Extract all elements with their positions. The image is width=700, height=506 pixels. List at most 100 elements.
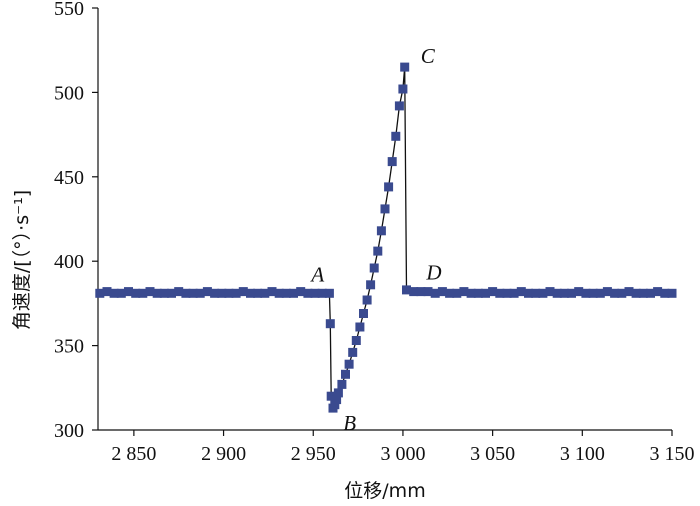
data-point xyxy=(631,288,641,298)
data-point xyxy=(398,84,408,94)
data-point xyxy=(95,288,105,298)
data-point xyxy=(545,287,555,297)
data-point xyxy=(159,288,169,298)
data-point xyxy=(167,288,176,298)
data-point xyxy=(400,62,410,72)
data-point xyxy=(437,287,447,297)
y-tick-label: 400 xyxy=(54,251,84,273)
data-point xyxy=(344,359,354,369)
data-point xyxy=(387,157,397,167)
x-tick-label: 3 000 xyxy=(380,443,425,465)
data-point xyxy=(333,388,343,398)
data-point xyxy=(394,101,404,111)
data-point xyxy=(369,263,379,273)
x-tick-label: 2 850 xyxy=(111,443,156,465)
point-label-c: C xyxy=(421,44,436,68)
data-point xyxy=(391,131,401,141)
data-point xyxy=(466,288,476,298)
data-point xyxy=(362,295,372,305)
data-point xyxy=(524,288,533,298)
data-point xyxy=(567,288,576,298)
data-point xyxy=(324,288,334,298)
data-point xyxy=(531,288,541,298)
x-tick-label: 2 900 xyxy=(201,443,246,465)
data-point xyxy=(595,288,605,298)
data-point xyxy=(646,288,655,298)
data-point xyxy=(667,288,677,298)
data-point xyxy=(124,287,133,297)
data-point xyxy=(174,287,184,297)
data-point xyxy=(423,287,433,297)
data-point xyxy=(481,288,490,298)
y-axis-ticks: 300 350 400 450 500 550 xyxy=(54,0,98,442)
data-point xyxy=(588,288,598,298)
data-point xyxy=(109,288,119,298)
point-label-b: B xyxy=(343,411,356,435)
annotation-layer: A B C D xyxy=(309,44,441,435)
data-point xyxy=(430,288,440,298)
data-point xyxy=(366,280,376,290)
data-point xyxy=(473,288,483,298)
data-point xyxy=(516,287,526,297)
data-point xyxy=(289,288,298,298)
y-tick-label: 350 xyxy=(54,336,84,358)
data-point xyxy=(638,288,648,298)
data-point xyxy=(653,287,663,297)
data-point xyxy=(337,379,347,389)
y-tick-label: 500 xyxy=(54,82,84,104)
x-axis-label: 位移/mm xyxy=(344,480,425,502)
y-tick-label: 450 xyxy=(54,167,84,189)
data-point xyxy=(355,322,365,332)
data-point xyxy=(552,288,562,298)
data-point xyxy=(574,287,584,297)
data-point xyxy=(373,246,383,256)
data-point xyxy=(330,400,340,410)
data-point xyxy=(332,395,342,405)
data-point xyxy=(624,287,634,297)
data-point xyxy=(231,288,241,298)
data-point xyxy=(502,288,512,298)
data-point xyxy=(416,287,426,297)
data-point xyxy=(402,285,411,295)
data-point xyxy=(217,288,227,298)
plot-frame xyxy=(97,8,672,431)
data-point xyxy=(116,288,126,298)
data-point xyxy=(351,336,361,345)
data-point xyxy=(102,287,112,297)
data-point xyxy=(224,288,234,298)
data-point xyxy=(181,288,191,298)
data-point xyxy=(281,288,291,298)
data-point xyxy=(348,347,358,357)
data-point xyxy=(359,309,368,318)
data-point xyxy=(145,287,155,297)
data-point xyxy=(602,287,612,297)
data-point xyxy=(296,287,306,297)
point-label-a: A xyxy=(309,262,324,286)
data-point xyxy=(384,182,394,192)
data-point xyxy=(326,391,336,401)
data-point xyxy=(274,288,284,298)
point-label-d: D xyxy=(425,261,441,285)
data-point xyxy=(195,288,205,298)
data-point xyxy=(459,287,469,297)
x-tick-label: 3 100 xyxy=(560,443,605,465)
series-layer xyxy=(95,62,677,413)
data-point xyxy=(509,288,519,298)
data-point xyxy=(610,288,620,298)
data-point xyxy=(188,288,198,298)
data-point xyxy=(495,288,505,298)
data-point xyxy=(310,288,320,298)
data-point xyxy=(325,319,335,329)
data-point xyxy=(138,288,148,298)
data-point xyxy=(246,288,255,298)
data-point xyxy=(317,288,327,298)
data-point xyxy=(152,288,162,298)
data-point xyxy=(341,369,350,379)
data-point xyxy=(267,287,277,297)
y-tick-label: 300 xyxy=(54,420,84,442)
data-point xyxy=(445,288,455,298)
x-tick-label: 2 950 xyxy=(291,443,336,465)
data-point xyxy=(376,226,386,236)
x-tick-label: 3 150 xyxy=(650,443,695,465)
